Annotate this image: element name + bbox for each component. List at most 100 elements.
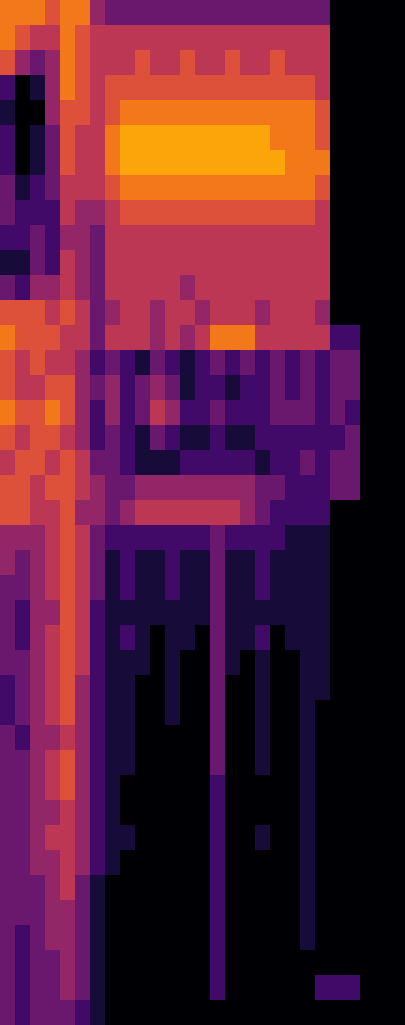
heatmap-cell (300, 275, 315, 300)
heatmap-cell (60, 575, 75, 600)
heatmap-cell (210, 375, 225, 400)
heatmap-cell (0, 500, 15, 525)
heatmap-cell (255, 500, 270, 525)
heatmap-cell (150, 775, 165, 800)
heatmap-cell (210, 650, 225, 675)
heatmap-cell (165, 250, 180, 275)
heatmap-cell (270, 475, 285, 500)
heatmap-cell (210, 0, 225, 25)
heatmap-cell (135, 900, 150, 925)
heatmap-cell (75, 900, 90, 925)
heatmap-cell (345, 250, 360, 275)
heatmap-cell (135, 700, 150, 725)
heatmap-cell (345, 750, 360, 775)
heatmap-cell (180, 525, 195, 550)
heatmap-cell (75, 125, 90, 150)
heatmap-cell (30, 525, 45, 550)
heatmap-cell (360, 975, 375, 1000)
heatmap-cell (315, 275, 330, 300)
heatmap-cell (270, 525, 285, 550)
heatmap-cell (120, 275, 135, 300)
heatmap-cell (285, 900, 300, 925)
heatmap-cell (225, 0, 240, 25)
heatmap-cell (225, 275, 240, 300)
heatmap-cell (270, 250, 285, 275)
heatmap-cell (390, 175, 405, 200)
heatmap-cell (240, 600, 255, 625)
heatmap-cell (135, 425, 150, 450)
heatmap-cell (345, 25, 360, 50)
heatmap-cell (15, 875, 30, 900)
heatmap-cell (15, 625, 30, 650)
heatmap-cell (15, 400, 30, 425)
heatmap-cell (120, 675, 135, 700)
heatmap-cell (330, 800, 345, 825)
heatmap-cell (330, 975, 345, 1000)
heatmap-cell (360, 375, 375, 400)
heatmap-cell (150, 275, 165, 300)
heatmap-cell (195, 800, 210, 825)
heatmap-cell (390, 975, 405, 1000)
heatmap-cell (105, 550, 120, 575)
heatmap-cell (330, 125, 345, 150)
heatmap-cell (165, 875, 180, 900)
heatmap-cell (210, 200, 225, 225)
heatmap-cell (330, 500, 345, 525)
heatmap-cell (45, 500, 60, 525)
heatmap-cell (45, 675, 60, 700)
heatmap-cell (210, 525, 225, 550)
heatmap-cell (270, 350, 285, 375)
heatmap-cell (390, 675, 405, 700)
heatmap-cell (375, 525, 390, 550)
heatmap-cell (285, 575, 300, 600)
heatmap-cell (60, 225, 75, 250)
heatmap-cell (75, 25, 90, 50)
heatmap-cell (165, 950, 180, 975)
heatmap-cell (360, 825, 375, 850)
heatmap-cell (15, 325, 30, 350)
heatmap-cell (90, 175, 105, 200)
heatmap-cell (0, 25, 15, 50)
heatmap-cell (180, 0, 195, 25)
heatmap-cell (255, 225, 270, 250)
heatmap-cell (285, 950, 300, 975)
heatmap-cell (30, 400, 45, 425)
heatmap-cell (75, 850, 90, 875)
heatmap-cell (225, 850, 240, 875)
heatmap-cell (90, 950, 105, 975)
heatmap-cell (30, 375, 45, 400)
heatmap-cell (45, 325, 60, 350)
heatmap-cell (165, 375, 180, 400)
heatmap-cell (375, 50, 390, 75)
heatmap-cell (315, 150, 330, 175)
heatmap-cell (135, 725, 150, 750)
heatmap-cell (105, 575, 120, 600)
heatmap-cell (255, 0, 270, 25)
heatmap-cell (240, 250, 255, 275)
heatmap-cell (105, 975, 120, 1000)
heatmap-cell (60, 750, 75, 775)
heatmap-cell (30, 175, 45, 200)
heatmap-cell (210, 450, 225, 475)
heatmap-cell (330, 175, 345, 200)
heatmap-cell (195, 600, 210, 625)
heatmap-cell (150, 700, 165, 725)
heatmap-cell (390, 825, 405, 850)
heatmap-cell (0, 375, 15, 400)
heatmap-cell (45, 550, 60, 575)
heatmap-cell (165, 100, 180, 125)
heatmap-cell (120, 650, 135, 675)
heatmap-cell (270, 775, 285, 800)
heatmap-cell (120, 850, 135, 875)
heatmap-cell (255, 25, 270, 50)
heatmap-cell (300, 650, 315, 675)
heatmap-cell (60, 850, 75, 875)
heatmap-cell (45, 175, 60, 200)
heatmap-cell (345, 275, 360, 300)
heatmap-cell (270, 825, 285, 850)
heatmap-cell (285, 375, 300, 400)
heatmap-cell (60, 1000, 75, 1025)
heatmap-cell (15, 0, 30, 25)
heatmap-cell (90, 425, 105, 450)
heatmap-cell (225, 675, 240, 700)
